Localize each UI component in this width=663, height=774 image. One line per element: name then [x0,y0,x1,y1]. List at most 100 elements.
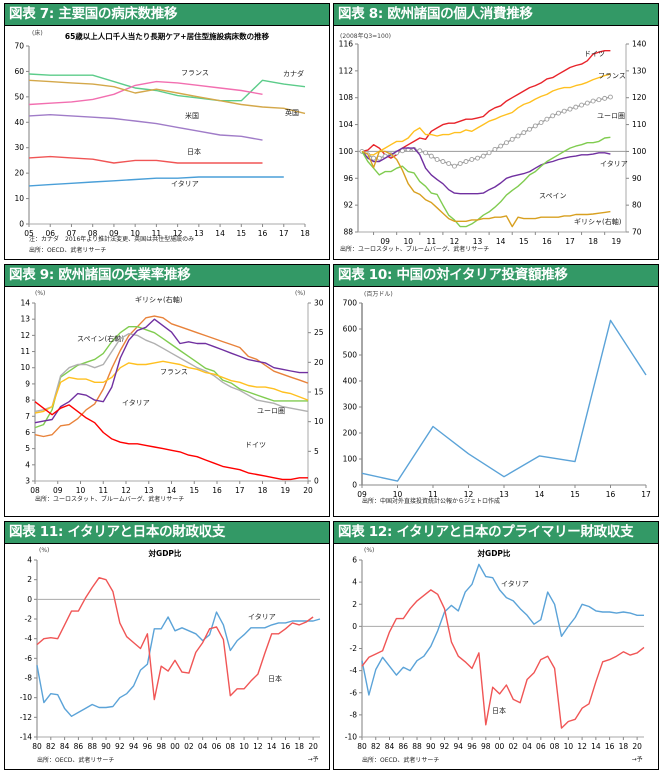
x-tick-label: 10 [393,490,403,499]
series-marker [469,157,475,162]
x-tick-label: 12 [464,490,474,499]
series-marker [567,106,573,112]
x-tick-label: 11 [98,486,108,495]
y2-unit-label: (%) [295,290,305,297]
chart-subtitle: 対GDP比 [148,548,182,558]
y2-tick-label: 90 [632,174,642,183]
x-tick-label: 08 [30,486,40,495]
y-tick-label: 5 [25,444,30,453]
x-tick-label: 14 [591,742,601,751]
x-tick-label: 09 [357,490,367,499]
y-tick-label: 100 [339,147,354,156]
source-note: 出所：OECD、武者リサーチ [29,246,106,254]
x-tick-label: 10 [130,229,140,238]
y-tick-label: 0 [352,481,357,490]
y-tick-label: 11 [20,347,30,356]
series-label: ドイツ [584,50,605,58]
series-line-series [34,401,308,481]
series-marker [596,97,602,103]
x-tick-label: 17 [279,229,289,238]
series-marker [451,163,457,169]
series-label: 英国 [285,108,299,117]
x-tick-label: 16 [606,490,616,499]
series-marker [492,146,498,152]
series-label: フランス [598,72,626,80]
chart-7-svg: 0 10 20 30 40 50 60 70 05 06 07 08 09 10 11 12 13 14 15 16 1… [14,29,310,254]
y-tick-label: -6 [25,654,33,663]
y-tick-label: 60 [14,67,24,76]
panel-chart-7: 図表 7: 主要国の病床数推移 0 10 20 30 40 50 60 70 05 06 07 08 0… [4,3,330,260]
y-tick-label: 7 [25,412,30,421]
x-tick-label: 00 [495,742,505,751]
y-unit-label: (2008年Q3=100) [340,32,391,40]
y-tick-label: 4 [25,460,30,469]
x-tick-label: 12 [450,237,460,246]
series-marker [584,100,590,106]
y-tick-label: 10 [14,194,24,203]
x-tick-label: 04 [198,742,208,751]
chart-subtitle: 対GDP比 [477,548,511,558]
series-label: ドイツ [245,441,266,449]
panel-chart-12: 図表 12: イタリアと日本のプライマリー財政収支 -10 -8 -6 -4 -2 0 2 4… [333,521,659,770]
series-label: ギリシャ(右軸) [135,295,183,304]
x-tick-label: 16 [212,486,222,495]
x-tick-label: 80 [357,742,367,751]
series-label: イタリア [122,398,150,407]
series-marker [475,155,481,161]
x-tick-label: 90 [101,742,111,751]
x-tick-label: 12 [253,742,263,751]
series-marker [463,159,469,164]
series-marker [428,153,434,159]
x-tick-label: 16 [258,229,268,238]
panel-chart-8: 図表 8: 欧州諸国の個人消費推移 88 92 96 100 104 108 112 116 7… [333,3,659,260]
x-tick-label: 86 [398,742,408,751]
series-label: スペイン(右軸) [77,334,124,343]
series-marker [509,136,515,142]
series-marker [538,120,544,126]
chart-10-svg: 0 100 200 300 400 500 600 700 09 10 11 12 13 14 15 16 17… [343,291,651,505]
series-marker [417,148,423,154]
series-marker [527,126,533,132]
series-label: 日本 [187,147,201,156]
y-tick-label: 4 [27,556,32,565]
source-note: 出所：ユーロスタット、ブルームバーグ、武者リサーチ [340,245,489,253]
source-note: 出所：OECD、武者リサーチ [37,756,114,764]
series-line-series [36,611,321,717]
series-marker [498,143,504,149]
series-marker [590,98,596,104]
x-tick-label: 17 [565,237,575,246]
series-label: 日本 [492,706,506,715]
y-tick-label: 50 [14,92,24,101]
x-tick-label: 00 [170,742,180,751]
y-tick-label: 700 [343,299,358,308]
y2-tick-label: 15 [314,388,324,397]
series-marker [371,155,377,161]
chart-9-svg: 3 4 5 6 7 8 9 10 11 12 13 14 0 5 10 15 20 25 30 08 09 10 11 12 1… [20,290,324,503]
series-label: 米国 [185,111,199,120]
x-tick-label: 15 [189,486,199,495]
x-tick-label: 88 [87,742,97,751]
x-tick-label: 15 [237,229,247,238]
series-line-series [28,176,284,187]
y-tick-label: -4 [350,666,358,675]
x-tick-label: 88 [412,742,422,751]
x-tick-label: 13 [499,490,509,499]
x-tick-label: 18 [619,742,629,751]
series-line-series [361,150,611,228]
x-tick-label: 13 [194,229,204,238]
series-label: イタリア [501,579,529,588]
series-label: イタリア [248,612,276,621]
y-tick-label: 3 [25,477,30,486]
series-line-series [34,333,309,413]
series-marker [561,108,567,114]
x-tick-label: 02 [509,742,519,751]
x-tick-label: 96 [467,742,477,751]
y-tick-label: -8 [350,710,358,719]
x-tick-label: 19 [280,486,290,495]
y2-tick-label: 140 [632,40,647,49]
series-line-series [361,319,647,482]
y2-tick-label: 5 [314,447,319,456]
series-line-series [361,147,611,195]
y-tick-label: 9 [25,379,30,388]
y-tick-label: 0 [27,595,32,604]
